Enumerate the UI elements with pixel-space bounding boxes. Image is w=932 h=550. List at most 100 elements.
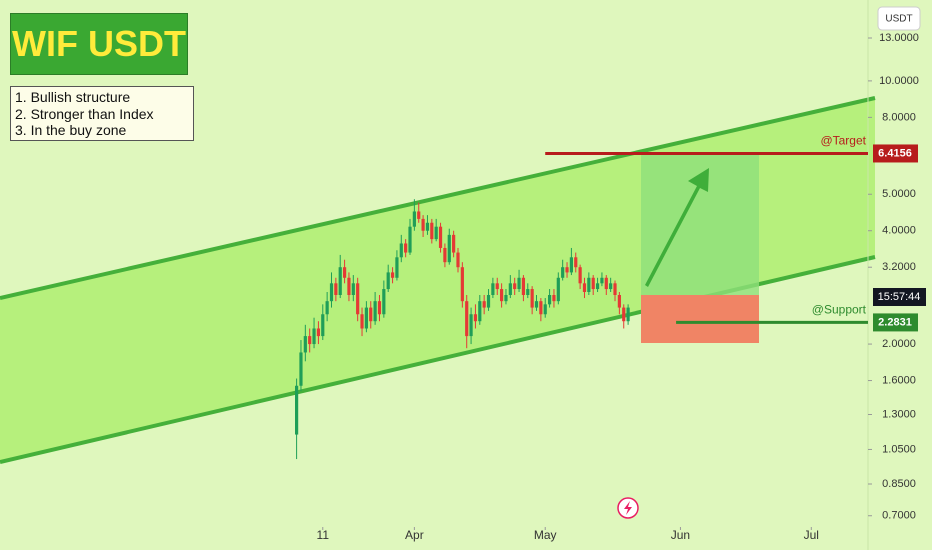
candle-body — [622, 307, 626, 322]
currency: USDT — [885, 14, 912, 25]
y-tick-label: 5.0000 — [882, 188, 916, 200]
y-tick-label: 0.7000 — [882, 510, 916, 522]
candle-body — [600, 277, 604, 284]
candle-body — [626, 307, 630, 322]
candle-body — [478, 301, 482, 322]
candle-body — [408, 226, 412, 253]
candle-body — [417, 211, 421, 219]
candle-body — [299, 352, 303, 386]
candle-body — [469, 314, 473, 337]
candle-body — [295, 385, 299, 435]
candle-body — [613, 283, 617, 295]
candle-body — [421, 218, 425, 231]
candle-body — [399, 243, 403, 258]
candle-body — [338, 267, 342, 295]
level-name: @Target — [820, 134, 866, 148]
candle-body — [303, 336, 307, 353]
candle-body — [369, 307, 373, 322]
countdown: 15:57:44 — [878, 291, 921, 303]
candle-body — [347, 277, 351, 295]
candle-body — [539, 301, 543, 315]
currency-button[interactable] — [877, 6, 921, 31]
candle-body — [325, 301, 329, 315]
candle-body — [456, 252, 460, 268]
candle-body — [342, 267, 347, 278]
y-tick-label: 1.6000 — [882, 374, 916, 386]
candle-body — [504, 294, 508, 302]
level-tag — [873, 144, 918, 163]
x-tick-label: 11 — [317, 528, 330, 542]
x-tick-label: May — [534, 528, 557, 542]
candle-body — [578, 267, 582, 284]
candle-body — [434, 226, 438, 240]
title-box: WIF USDT — [10, 13, 188, 75]
candle-body — [404, 243, 408, 253]
candle-body — [574, 257, 578, 268]
candle-body — [430, 222, 434, 240]
y-tick-label: 4.0000 — [882, 225, 916, 237]
level-tag — [873, 313, 918, 332]
candle-body — [547, 294, 552, 305]
candle-body — [412, 211, 416, 227]
y-tick-label: 3.2000 — [882, 261, 916, 273]
candle-body — [395, 257, 399, 278]
level-value: 6.4156 — [878, 147, 912, 159]
candle-body — [443, 247, 447, 263]
candle-body — [447, 234, 451, 263]
candle-body — [312, 328, 316, 345]
candle-body — [595, 283, 600, 290]
candle-body — [604, 277, 608, 290]
candle-body — [508, 283, 512, 295]
candle-body — [582, 283, 587, 292]
level-name: @Support — [812, 303, 867, 317]
candle-body — [565, 267, 569, 273]
candle-body — [482, 301, 486, 308]
candle-body — [534, 301, 539, 308]
x-tick-label: Jul — [804, 528, 819, 542]
y-tick-label: 8.0000 — [882, 111, 916, 123]
candle-body — [491, 283, 495, 295]
candle-body — [513, 283, 517, 290]
candle-body — [556, 277, 560, 302]
candle-body — [334, 283, 338, 295]
candle-body — [364, 307, 368, 329]
candle-body — [382, 289, 386, 315]
candle-body — [316, 328, 321, 337]
note: 2. Stronger than Index — [15, 105, 154, 122]
candle-body — [609, 283, 613, 290]
candle-body — [473, 314, 478, 322]
candle-body — [351, 283, 355, 295]
candle-body — [587, 277, 591, 292]
candle-body — [517, 277, 521, 290]
candle-body — [452, 234, 456, 253]
candle-body — [465, 301, 469, 337]
candle-body — [425, 222, 430, 231]
arrow — [645, 168, 709, 287]
y-tick-label: 2.0000 — [882, 338, 916, 350]
candle-body — [486, 294, 491, 308]
candle-body — [438, 226, 443, 248]
candle-body — [356, 283, 360, 315]
level-value: 2.2831 — [878, 316, 912, 328]
candle-body — [526, 289, 530, 295]
x-tick-label: Jun — [671, 528, 690, 542]
note: 3. In the buy zone — [15, 122, 127, 138]
candle-body — [495, 283, 499, 290]
candle-body — [308, 336, 312, 345]
candle-body — [591, 277, 595, 290]
candle-body — [617, 294, 621, 308]
note: 1. Bullish structure — [15, 89, 131, 105]
candle-body — [373, 301, 377, 322]
candle-body — [552, 294, 556, 302]
y-tick-label: 1.0500 — [882, 443, 916, 455]
candle-body — [390, 272, 395, 278]
y-tick-label: 0.8500 — [882, 478, 916, 490]
y-tick-label: 1.3000 — [882, 408, 916, 420]
candle-body — [377, 301, 382, 315]
loss-zone — [641, 295, 759, 343]
candle-body — [530, 289, 534, 308]
title: WIF USDT — [12, 23, 186, 64]
x-tick-label: Apr — [405, 528, 424, 542]
y-tick-label: 13.0000 — [879, 32, 919, 44]
